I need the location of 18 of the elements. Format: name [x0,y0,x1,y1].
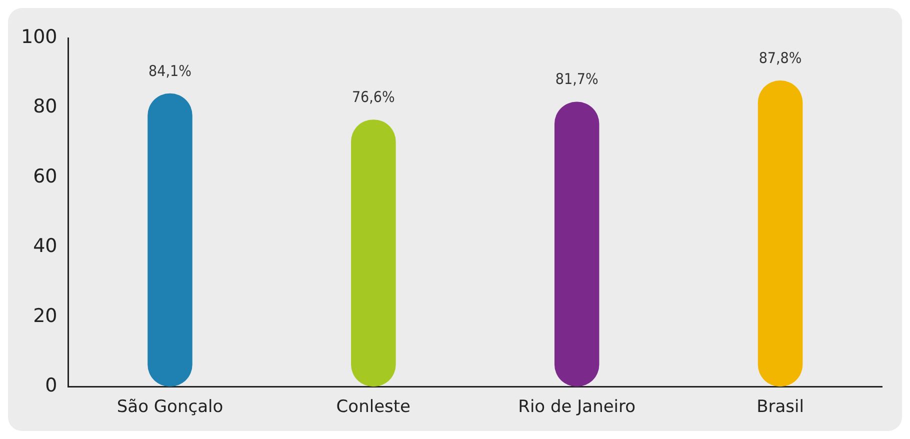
x-tick-label: São Gonçalo [116,397,224,418]
y-tick-label: 100 [21,26,58,48]
x-tick-label: Rio de Janeiro [518,397,636,418]
x-tick-label: Brasil [756,397,804,418]
y-tick-label: 20 [33,304,58,327]
y-tick-label: 60 [33,165,58,188]
y-tick-label: 0 [45,374,58,397]
bar [758,80,803,387]
data-label: 87,8% [758,48,802,67]
y-tick-label: 80 [33,96,58,118]
x-tick-label: Conleste [336,397,411,418]
data-label: 76,6% [352,88,396,106]
data-label: 84,1% [148,62,192,80]
bar [148,93,192,387]
y-tick-label: 40 [33,235,58,258]
bar [351,120,396,387]
bar [554,102,600,387]
data-label: 81,7% [555,70,598,88]
